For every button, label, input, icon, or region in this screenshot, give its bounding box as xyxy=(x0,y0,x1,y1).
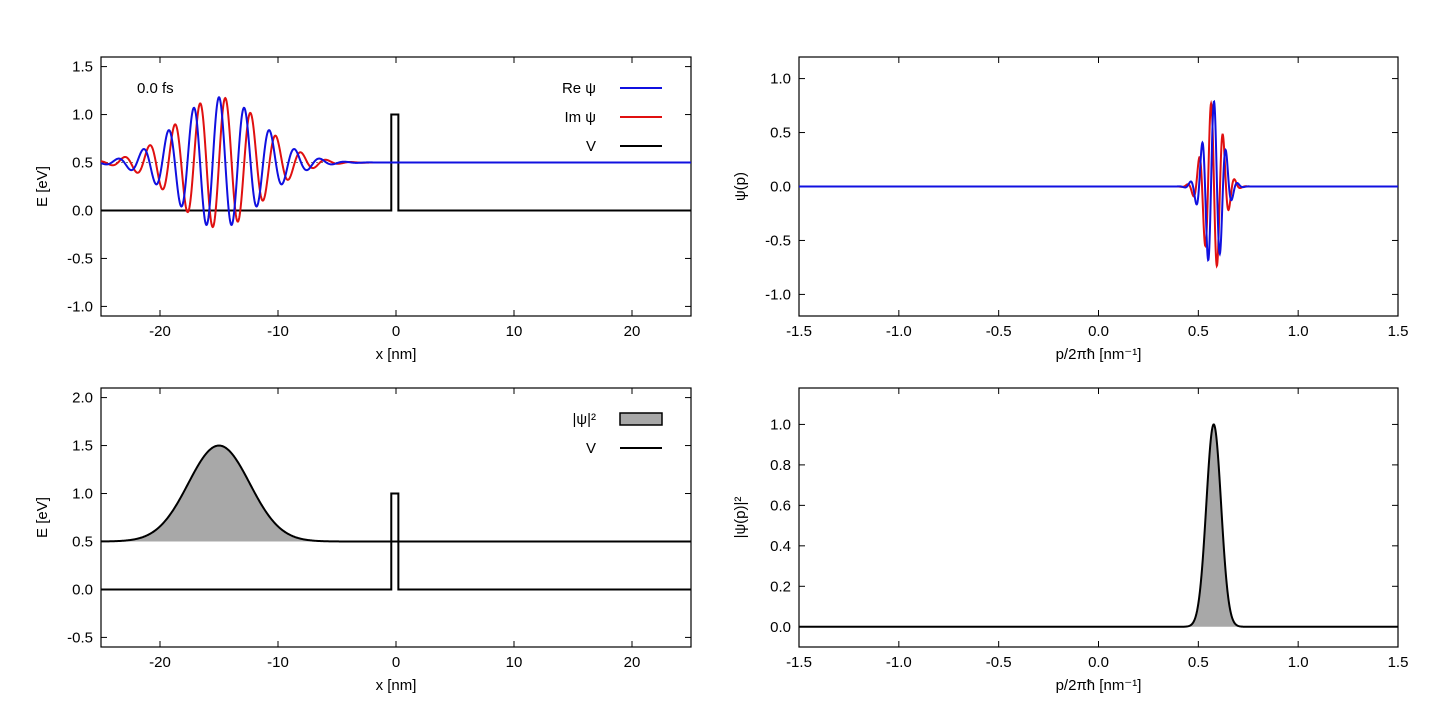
x-tick-label: 1.0 xyxy=(1288,654,1309,671)
x-tick-label: -10 xyxy=(267,323,289,340)
y-tick-label: 0.0 xyxy=(72,202,93,219)
density-p-line xyxy=(799,423,1398,628)
x-tick-label: 0.5 xyxy=(1188,654,1209,671)
y-tick-label: -0.5 xyxy=(67,250,93,267)
y-tick-label: 0.0 xyxy=(770,179,791,196)
y-axis-label: |ψ(p)|² xyxy=(732,497,749,539)
y-tick-label: 2.0 xyxy=(72,390,93,407)
x-tick-label: 1.5 xyxy=(1388,654,1409,671)
y-tick-label: 0.6 xyxy=(770,497,791,514)
x-tick-label: -20 xyxy=(149,654,171,671)
legend-label: |ψ|² xyxy=(573,411,596,428)
panel-wavefunction-position: -20 -10 0 10 20 -1.0 -0.5 0.0 0.5 1.0 1.5 x [nm] E [… xyxy=(34,56,692,363)
re-psi-p-line xyxy=(799,99,1398,262)
y-tick-label: -0.5 xyxy=(67,629,93,646)
y-tick-label: -1.0 xyxy=(67,298,93,315)
y-tick-label: 1.5 xyxy=(72,59,93,76)
legend-label: Im ψ xyxy=(564,109,596,126)
x-tick-label: -0.5 xyxy=(986,323,1012,340)
y-tick-label: 0.8 xyxy=(770,457,791,474)
density-fill xyxy=(101,445,691,542)
legend-label: V xyxy=(586,440,596,457)
im-psi-p-line xyxy=(799,99,1398,269)
x-tick-label: 0 xyxy=(392,323,400,340)
y-tick-label: 1.0 xyxy=(770,71,791,88)
x-axis-label: p/2πħ [nm⁻¹] xyxy=(1056,346,1142,363)
y-tick-label: 1.0 xyxy=(72,107,93,124)
potential-line xyxy=(101,113,691,212)
x-tick-label: 20 xyxy=(624,323,641,340)
density-p-fill xyxy=(799,424,1398,627)
x-tick-label: 0.5 xyxy=(1188,323,1209,340)
x-tick-label: 1.0 xyxy=(1288,323,1309,340)
legend-label: V xyxy=(586,138,596,155)
x-tick-label: 1.5 xyxy=(1388,323,1409,340)
x-tick-label: 0.0 xyxy=(1088,323,1109,340)
x-axis-label: x [nm] xyxy=(376,346,417,363)
x-tick-label: -0.5 xyxy=(986,654,1012,671)
re-psi-line xyxy=(100,95,691,227)
x-tick-label: -1.5 xyxy=(786,654,812,671)
time-label: 0.0 fs xyxy=(137,80,174,97)
y-tick-label: 0.5 xyxy=(72,155,93,172)
x-tick-label: 10 xyxy=(506,654,523,671)
y-tick-label: 0.0 xyxy=(72,581,93,598)
x-tick-label: 20 xyxy=(624,654,641,671)
y-tick-label: 0.5 xyxy=(72,533,93,550)
legend-label: Re ψ xyxy=(562,80,596,97)
x-tick-label: -1.5 xyxy=(786,323,812,340)
y-tick-label: -0.5 xyxy=(765,232,791,249)
y-axis-label: ψ(p) xyxy=(732,172,749,201)
panel-density-position: -20 -10 0 10 20 -0.5 0.0 0.5 1.0 1.5 2.0 x [nm] E [e… xyxy=(34,387,692,694)
y-tick-label: 1.5 xyxy=(72,438,93,455)
y-axis-label: E [eV] xyxy=(34,166,51,207)
x-axis-label: p/2πħ [nm⁻¹] xyxy=(1056,677,1142,694)
y-tick-label: 0.5 xyxy=(770,125,791,142)
x-tick-label: 10 xyxy=(506,323,523,340)
x-tick-label: -20 xyxy=(149,323,171,340)
x-tick-label: 0.0 xyxy=(1088,654,1109,671)
y-axis-label: E [eV] xyxy=(34,497,51,538)
density-line xyxy=(101,444,691,543)
y-tick-label: 0.0 xyxy=(770,619,791,636)
plot-frame xyxy=(798,387,1399,648)
legend-swatch xyxy=(619,412,663,426)
x-tick-label: 0 xyxy=(392,654,400,671)
y-tick-label: 0.2 xyxy=(770,578,791,595)
y-tick-label: 1.0 xyxy=(72,486,93,503)
x-tick-label: -10 xyxy=(267,654,289,671)
panel-density-momentum: -1.5 -1.0 -0.5 0.0 0.5 1.0 1.5 0.0 0.2 0.4 0.6 0.8 1… xyxy=(732,387,1409,694)
y-tick-label: 0.4 xyxy=(770,538,791,555)
x-tick-label: -1.0 xyxy=(886,654,912,671)
plot-frame xyxy=(100,56,692,317)
x-tick-label: -1.0 xyxy=(886,323,912,340)
potential-line xyxy=(101,492,691,591)
panel-wavefunction-momentum: -1.5 -1.0 -0.5 0.0 0.5 1.0 1.5 -1.0 -0.5 0.0 0.5 1.… xyxy=(732,56,1409,363)
y-tick-label: -1.0 xyxy=(765,286,791,303)
y-tick-label: 1.0 xyxy=(770,416,791,433)
x-axis-label: x [nm] xyxy=(376,677,417,694)
